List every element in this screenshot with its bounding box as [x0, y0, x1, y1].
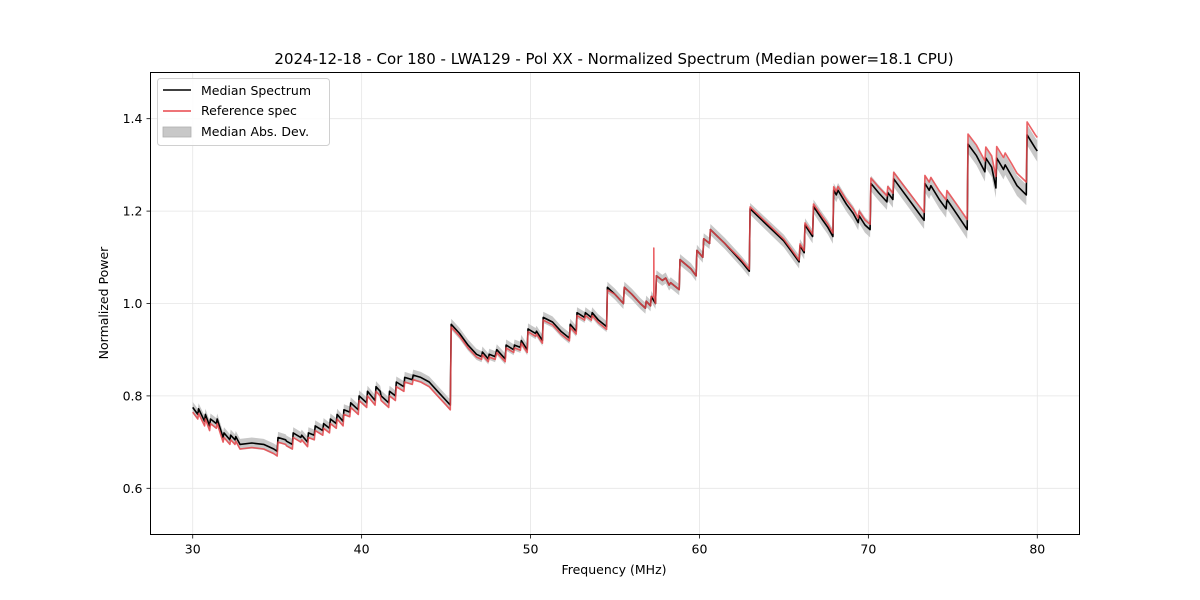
- x-tick-label: 80: [1029, 542, 1045, 557]
- mad-band: [192, 124, 1038, 457]
- legend-label-median: Median Spectrum: [201, 83, 311, 98]
- y-axis-label: Normalized Power: [96, 246, 111, 360]
- y-tick-label: 0.6: [123, 481, 143, 496]
- x-tick-label: 70: [860, 542, 876, 557]
- legend: Median Spectrum Reference spec Median Ab…: [157, 78, 330, 146]
- y-tick-label: 1.2: [123, 204, 143, 219]
- y-tick-label: 1.0: [123, 296, 143, 311]
- y-tick-label: 0.8: [123, 388, 143, 403]
- legend-box: [157, 78, 330, 146]
- x-axis: 30 40 50 60 70 80: [185, 534, 1045, 557]
- x-tick-label: 60: [692, 542, 708, 557]
- mad-band-area: [192, 124, 1038, 457]
- x-tick-label: 30: [185, 542, 201, 557]
- chart-title: 2024-12-18 - Cor 180 - LWA129 - Pol XX -…: [274, 50, 953, 68]
- legend-label-reference: Reference spec: [201, 103, 297, 118]
- y-tick-label: 1.4: [123, 111, 143, 126]
- reference-spec-line: [192, 121, 1038, 457]
- legend-swatch-mad: [162, 126, 192, 138]
- series-lines: [192, 121, 1038, 457]
- y-axis: 0.6 0.8 1.0 1.2 1.4: [123, 111, 151, 496]
- x-tick-label: 40: [354, 542, 370, 557]
- x-tick-label: 50: [523, 542, 539, 557]
- median-spectrum-line: [192, 134, 1038, 453]
- x-axis-label: Frequency (MHz): [561, 562, 666, 577]
- legend-label-mad: Median Abs. Dev.: [201, 124, 309, 139]
